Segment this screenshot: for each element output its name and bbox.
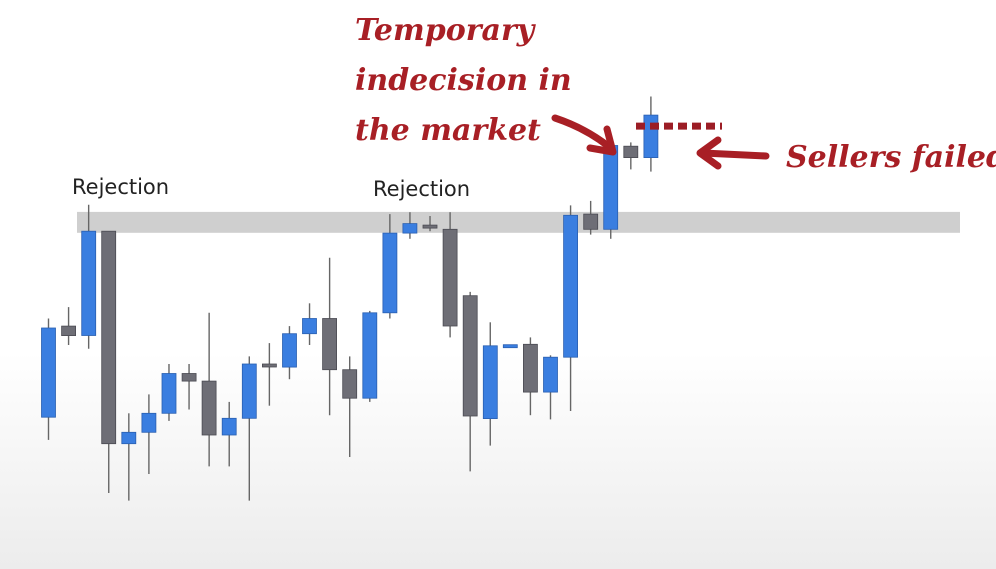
sellers-failed-arrow: [696, 136, 770, 170]
bullish-candle: [382, 232, 398, 314]
bullish-candle: [563, 214, 578, 358]
bearish-candle: [181, 373, 197, 382]
bullish-candle: [221, 417, 237, 436]
indecision-label-line-2: indecision in: [355, 63, 572, 98]
bullish-candle: [302, 318, 317, 335]
bullish-candle: [241, 363, 257, 419]
indecision-label-line-1: Temporary: [355, 13, 537, 48]
bullish-candle: [81, 230, 97, 336]
candles-group: [41, 96, 659, 501]
bearish-candle: [462, 295, 478, 417]
resistance-zone: [77, 211, 960, 233]
bullish-candle: [141, 412, 157, 433]
bullish-candle: [643, 114, 659, 158]
bearish-candle: [623, 145, 639, 158]
bearish-candle: [342, 369, 358, 399]
rejection-label-2: Rejection: [373, 177, 470, 201]
bearish-candle: [422, 224, 438, 229]
bullish-candle: [121, 431, 137, 445]
bullish-candle: [282, 333, 297, 368]
bullish-candle: [502, 344, 518, 349]
bullish-candle: [161, 373, 177, 414]
bullish-candle: [482, 345, 498, 419]
bearish-candle: [583, 213, 599, 230]
rejection-label-1: Rejection: [72, 175, 169, 199]
bearish-candle: [201, 380, 217, 436]
bearish-candle: [322, 318, 338, 371]
bullish-candle: [603, 145, 619, 230]
bearish-candle: [101, 230, 117, 445]
bearish-candle: [261, 363, 277, 368]
bullish-candle: [362, 312, 378, 399]
indecision-arrow: [551, 114, 617, 156]
bearish-candle: [442, 228, 458, 327]
bullish-candle: [41, 327, 56, 418]
indecision-label-line-3: the market: [355, 113, 541, 148]
bearish-candle: [523, 343, 538, 393]
bullish-candle: [402, 223, 418, 234]
bullish-candle: [543, 356, 558, 393]
bearish-candle: [61, 325, 76, 337]
sellers-failed-label: Sellers failed: [786, 140, 996, 175]
